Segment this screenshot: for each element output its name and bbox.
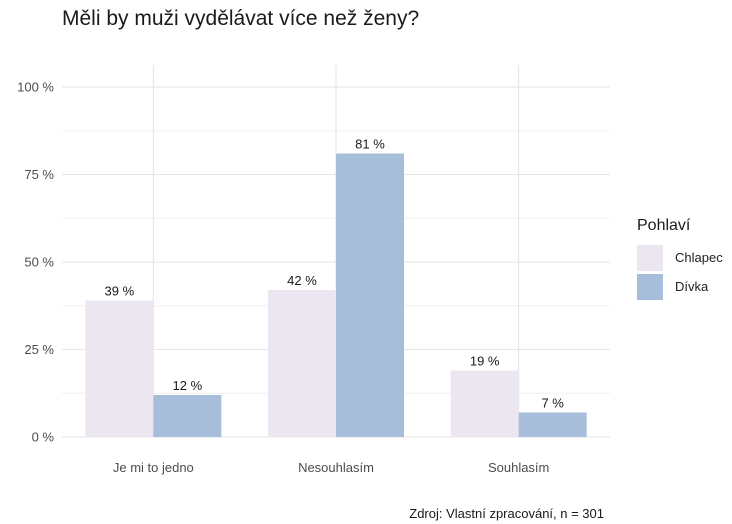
legend-swatch-chlapec — [637, 244, 663, 271]
bars — [85, 153, 587, 437]
y-tick-label: 50 % — [24, 255, 54, 270]
legend-item-chlapec: Chlapec — [637, 243, 723, 272]
data-label: 12 % — [173, 378, 203, 393]
x-tick-label: Nesouhlasím — [298, 460, 374, 475]
bar-chlapec-2 — [450, 370, 519, 437]
bar-chlapec-0 — [85, 300, 154, 437]
legend-title: Pohlaví — [637, 217, 691, 234]
legend-item-divka: Dívka — [637, 272, 723, 301]
y-tick-label: 100 % — [17, 80, 54, 95]
axis-labels: 0 % 25 % 50 % 75 % 100 % Je mi to jedno Nesouh… — [17, 80, 549, 476]
data-label: 42 % — [287, 273, 317, 288]
chart-title: Měli by muži vydělávat více než ženy? — [62, 7, 420, 30]
y-tick-label: 25 % — [24, 342, 54, 357]
data-label: 81 % — [355, 137, 385, 152]
y-tick-label: 0 % — [32, 430, 55, 445]
x-tick-label: Je mi to jedno — [113, 460, 194, 475]
data-label: 7 % — [541, 396, 564, 411]
data-label: 19 % — [470, 354, 500, 369]
caption: Zdroj: Vlastní zpracování, n = 301 — [409, 506, 604, 521]
legend-label-chlapec: Chlapec — [675, 250, 723, 265]
bar-chlapec-1 — [268, 290, 336, 437]
legend-swatch-divka — [637, 273, 663, 300]
bar-dívka-0 — [153, 395, 222, 437]
legend-label-divka: Dívka — [675, 279, 709, 294]
data-labels: 39 % 42 % 19 % 12 % 81 % 7 % — [105, 137, 565, 411]
legend: Pohlaví Chlapec Dívka — [637, 217, 723, 301]
x-tick-label: Souhlasím — [488, 460, 549, 475]
data-label: 39 % — [105, 284, 135, 299]
bar-dívka-1 — [336, 153, 404, 437]
y-tick-label: 75 % — [24, 167, 54, 182]
bar-dívka-2 — [518, 412, 587, 437]
